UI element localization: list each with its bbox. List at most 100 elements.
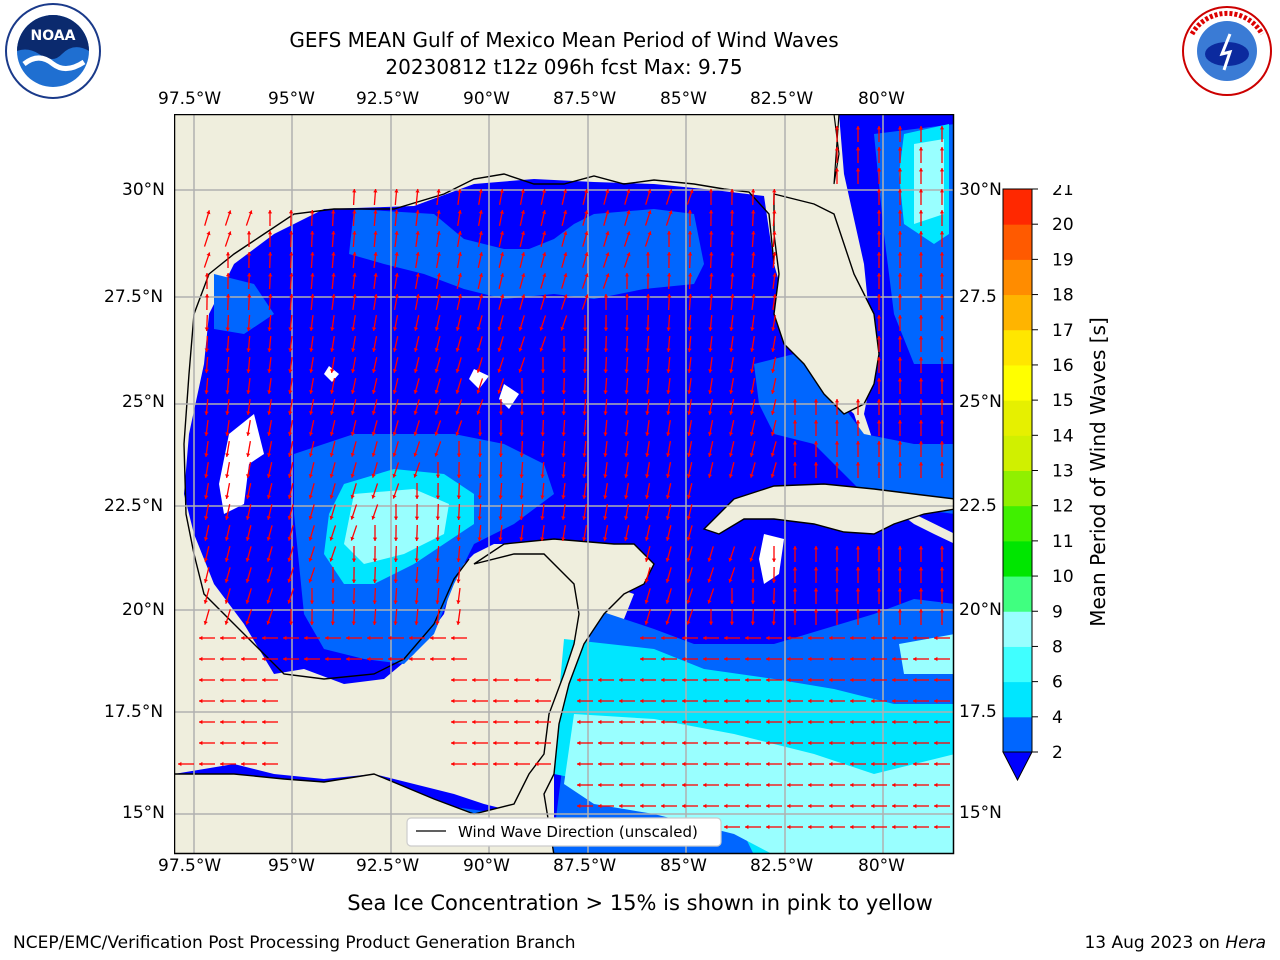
wind-wave-arrow-head [514,761,518,767]
wind-wave-arrow-head [392,452,397,457]
wind-wave-arrow-head [918,126,924,130]
wind-wave-arrow-head [730,231,735,235]
wind-wave-arrow-head [268,294,273,298]
wind-wave-arrow-head [813,399,819,403]
wind-wave-arrow-head [413,473,418,478]
wind-wave-arrow-head [329,453,334,457]
wind-wave-arrow-head [703,677,707,683]
wind-wave-arrow-head [829,719,833,725]
wind-wave-arrow-head [266,599,271,604]
wind-wave-arrow-head [792,441,798,445]
colorbar-segment [1003,329,1032,366]
wind-wave-arrow-head [561,369,567,373]
wind-wave-arrow-head [871,782,875,788]
wind-wave-arrow-head [598,698,602,704]
wind-wave-arrow-head [808,656,812,662]
wind-wave-arrow-head [373,273,378,277]
wind-wave-arrow-head [584,294,589,299]
wind-wave-arrow-head [729,600,735,604]
wind-wave-arrow-head [918,231,924,235]
wind-wave-arrow-head [918,189,924,193]
colorbar-segment [1003,294,1032,331]
wind-wave-arrow-head [687,453,692,457]
wind-wave-arrow-head [287,515,292,520]
wind-wave-arrow-head [519,411,525,415]
wind-wave-arrow-head [582,411,587,415]
lat-label-left: 27.5°N [104,287,164,307]
wind-wave-arrow-head [661,698,665,704]
wind-wave-arrow-head [644,578,649,583]
wind-wave-arrow-head [304,656,308,662]
wind-wave-arrow-head [624,411,629,415]
wind-wave-arrow-head [918,609,924,613]
wind-wave-arrow-head [603,348,608,352]
wind-wave-arrow-head [199,677,203,683]
wind-wave-arrow-head [518,368,523,373]
wind-wave-arrow-head [521,252,526,256]
wind-wave-arrow-head [329,536,334,541]
wind-wave-arrow-head [850,635,854,641]
wind-wave-arrow-head [561,537,566,541]
wind-wave-arrow-head [829,635,833,641]
wind-wave-arrow-head [414,558,419,562]
wind-wave-arrow-head [582,369,587,373]
wind-wave-arrow-head [372,621,377,625]
wind-wave-arrow-head [749,453,754,457]
wind-wave-arrow-head [892,698,896,704]
wind-wave-arrow-head [709,273,714,277]
wind-wave-arrow-head [245,537,250,541]
wind-wave-arrow-head [876,609,882,613]
wind-wave-arrow-head [808,677,812,683]
wind-wave-arrow-head [876,420,882,424]
wind-wave-arrow-head [834,567,840,571]
wind-wave-arrow-head [666,474,671,478]
wind-wave-arrow-head [687,348,692,352]
wind-wave-arrow-head [451,656,455,662]
wind-wave-arrow-head [897,273,903,277]
wind-wave-arrow-head [584,210,589,215]
wind-wave-arrow-head [913,740,917,746]
plot-title: GEFS MEAN Gulf of Mexico Mean Period of … [289,28,839,52]
wind-wave-arrow-head [729,189,735,193]
wind-wave-arrow-head [647,231,652,236]
wind-wave-arrow-head [563,273,568,278]
wind-wave-arrow-head [728,453,733,457]
wind-wave-arrow-head [703,740,707,746]
wind-wave-arrow-head [897,399,903,403]
wind-wave-arrow-head [728,474,733,478]
wind-wave-arrow-head [605,231,610,236]
wind-wave-arrow-head [371,431,376,436]
lon-label-top: 90°W [463,89,510,109]
wind-wave-arrow-head [204,411,209,415]
wind-wave-arrow-head [876,189,882,193]
wind-wave-arrow-head [665,599,670,604]
wind-wave-arrow-head [493,761,497,767]
wind-wave-arrow-head [248,210,253,215]
wind-wave-arrow-head [666,327,671,331]
wind-wave-arrow-head [283,635,287,641]
wind-wave-arrow-head [666,411,671,415]
wind-wave-arrow-head [686,536,691,541]
wind-wave-arrow-head [542,294,547,299]
wind-wave-arrow-head [897,294,903,298]
wind-wave-arrow-head [934,719,938,725]
wind-wave-arrow-head [855,567,861,571]
wind-wave-arrow-head [331,210,336,214]
wind-wave-arrow-head [435,516,440,520]
wind-wave-arrow-head [226,294,231,298]
wind-wave-arrow-head [225,273,231,277]
wind-wave-arrow-head [834,420,840,424]
wind-wave-arrow-head [834,147,840,151]
wind-wave-arrow-head [724,824,728,830]
wind-wave-arrow-head [560,326,565,331]
wind-wave-arrow-head [350,536,355,541]
wind-wave-arrow-head [771,348,776,352]
wind-wave-arrow-head [619,698,623,704]
wind-wave-arrow-head [640,740,644,746]
wind-wave-arrow-head [351,600,356,604]
wind-wave-arrow-head [934,677,938,683]
wind-wave-arrow-head [346,635,350,641]
wind-wave-arrow-head [770,473,775,478]
wind-wave-arrow-head [518,347,523,352]
wind-wave-arrow-head [745,635,749,641]
